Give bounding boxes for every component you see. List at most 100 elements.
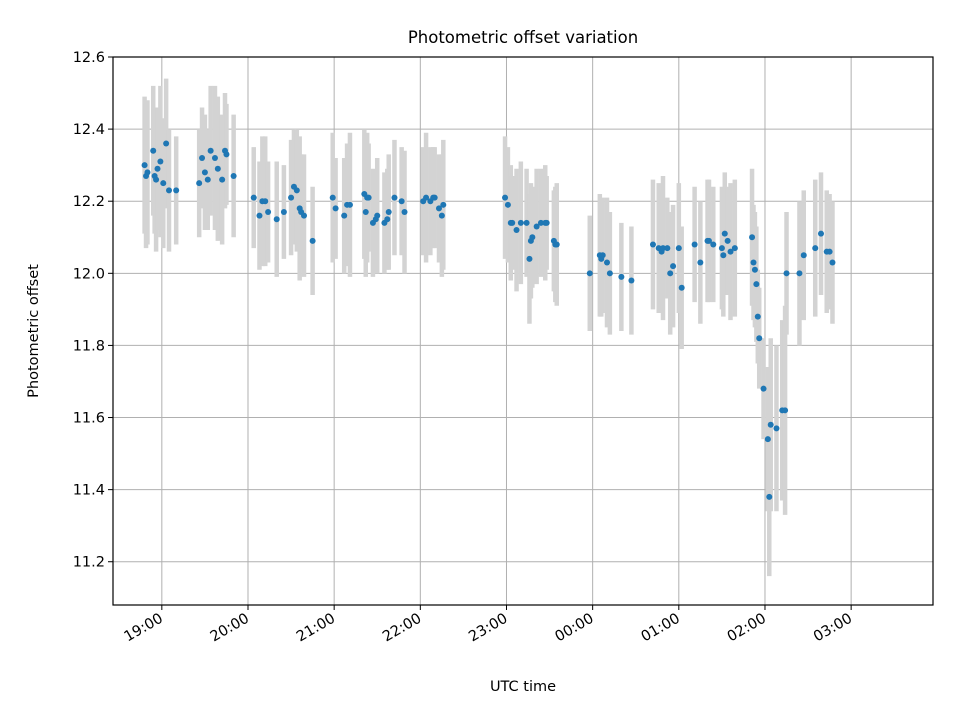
data-point	[173, 187, 180, 194]
data-point	[196, 180, 203, 187]
data-point	[141, 162, 148, 169]
data-point	[423, 194, 430, 201]
data-point	[250, 194, 257, 201]
data-point	[288, 194, 295, 201]
data-point	[753, 281, 760, 288]
data-point	[513, 227, 520, 234]
data-point	[618, 273, 625, 280]
y-axis-label: Photometric offset	[26, 264, 42, 398]
data-point	[230, 172, 237, 179]
data-point	[697, 259, 704, 266]
data-point	[751, 266, 758, 273]
data-point	[219, 176, 226, 183]
data-point	[199, 154, 206, 161]
data-point	[440, 201, 447, 208]
data-point	[256, 212, 263, 219]
data-point	[517, 219, 524, 226]
y-axis-ticks: 11.2 11.4 11.6 11.8 12.0 12.2 12.4 12.6	[73, 50, 113, 571]
data-point	[529, 234, 536, 241]
data-point	[826, 248, 833, 255]
data-point	[675, 245, 682, 252]
data-point	[796, 270, 803, 277]
data-point	[332, 205, 339, 212]
y-tick-label: 11.6	[73, 411, 105, 427]
data-point	[329, 194, 336, 201]
data-point	[664, 245, 671, 252]
data-point	[628, 277, 635, 284]
data-point	[718, 245, 725, 252]
data-point	[365, 194, 372, 201]
data-point	[710, 241, 717, 248]
y-tick-label: 12.6	[73, 50, 105, 66]
data-point	[783, 270, 790, 277]
data-point	[341, 212, 348, 219]
data-point	[157, 158, 164, 165]
data-point	[720, 252, 727, 259]
data-point	[705, 237, 712, 244]
data-point	[262, 198, 269, 205]
data-point	[309, 237, 316, 244]
y-tick-label: 12.0	[73, 266, 105, 282]
data-point	[691, 241, 698, 248]
data-point	[766, 493, 773, 500]
data-point	[265, 209, 272, 216]
data-point	[731, 245, 738, 252]
data-point	[154, 165, 161, 172]
data-point	[724, 237, 731, 244]
data-point	[398, 198, 405, 205]
data-point	[599, 252, 606, 259]
data-point	[204, 176, 211, 183]
data-point	[817, 230, 824, 237]
data-point	[214, 165, 221, 172]
data-point	[385, 209, 392, 216]
data-point	[435, 205, 442, 212]
data-point	[150, 147, 157, 154]
y-tick-label: 11.4	[73, 483, 105, 499]
data-point	[667, 270, 674, 277]
data-point	[526, 255, 533, 262]
data-point	[166, 187, 173, 194]
data-point	[533, 223, 540, 230]
data-point	[160, 180, 167, 187]
data-point	[384, 216, 391, 223]
data-point	[438, 212, 445, 219]
data-point	[800, 252, 807, 259]
data-point	[273, 216, 280, 223]
data-point	[660, 245, 667, 252]
data-point	[543, 219, 550, 226]
data-point	[756, 335, 763, 342]
plot-frame	[112, 56, 934, 606]
y-tick-label: 12.2	[73, 194, 105, 210]
x-axis-label: UTC time	[490, 679, 556, 695]
data-point	[509, 219, 516, 226]
data-point	[502, 194, 509, 201]
data-point	[553, 241, 560, 248]
data-point	[401, 209, 408, 216]
data-point	[727, 248, 734, 255]
data-point	[346, 201, 353, 208]
data-point	[670, 263, 677, 270]
data-point	[153, 176, 160, 183]
data-point	[767, 421, 774, 428]
data-point	[201, 169, 208, 176]
data-point	[812, 245, 819, 252]
y-tick-label: 11.2	[73, 555, 105, 571]
data-point	[163, 140, 170, 147]
data-point	[782, 407, 789, 414]
data-point	[678, 284, 685, 291]
data-point	[773, 425, 780, 432]
data-point	[721, 230, 728, 237]
data-point	[749, 234, 756, 241]
data-point	[750, 259, 757, 266]
chart-title: Photometric offset variation	[408, 28, 638, 47]
y-tick-label: 11.8	[73, 338, 105, 354]
data-point	[649, 241, 656, 248]
y-tick-label: 12.4	[73, 122, 105, 138]
data-points	[141, 140, 836, 500]
data-point	[586, 270, 593, 277]
data-point	[374, 212, 381, 219]
data-point	[754, 313, 761, 320]
data-point	[604, 259, 611, 266]
data-point	[760, 385, 767, 392]
